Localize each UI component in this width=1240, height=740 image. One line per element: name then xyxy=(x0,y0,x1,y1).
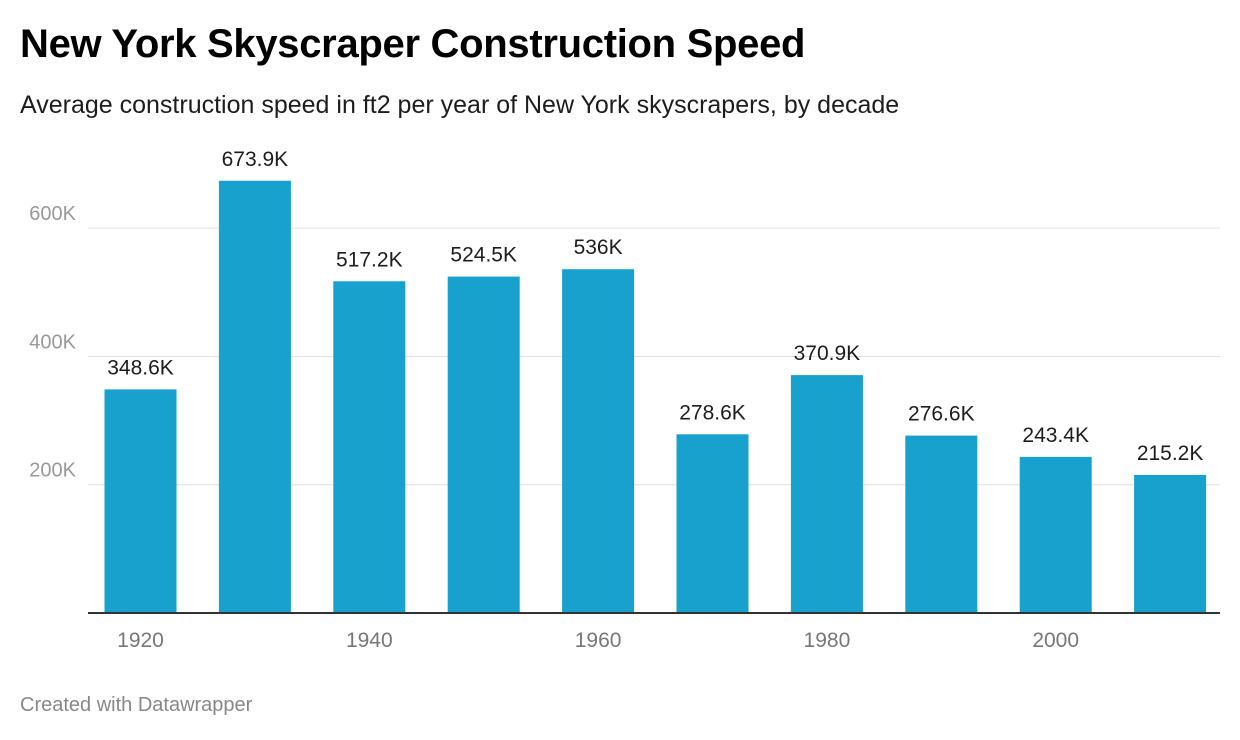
y-tick-label: 200K xyxy=(29,460,76,482)
value-label: 517.2K xyxy=(336,248,403,271)
value-label: 524.5K xyxy=(450,244,517,267)
value-label: 243.4K xyxy=(1022,424,1089,447)
value-labels: 348.6K 673.9K 517.2K 524.5K 536K 278.6K 370.9K… xyxy=(107,148,1203,465)
chart-title: New York Skyscraper Construction Speed xyxy=(20,22,806,66)
credit-footer: Created with Datawrapper xyxy=(20,694,253,716)
value-label: 673.9K xyxy=(222,148,289,171)
value-label: 215.2K xyxy=(1137,442,1204,465)
x-tick-label: 2000 xyxy=(1032,629,1079,652)
bar-1940 xyxy=(333,281,406,613)
bars xyxy=(104,180,1207,613)
bar-1950 xyxy=(447,276,520,613)
y-tick-label: 400K xyxy=(29,331,76,353)
bar-1920 xyxy=(104,389,177,613)
value-label: 536K xyxy=(574,236,623,259)
x-tick-label: 1920 xyxy=(117,629,164,652)
x-tick-label: 1960 xyxy=(575,629,622,652)
bar-1970 xyxy=(676,434,749,613)
x-axis-labels: 1920 1940 1960 1980 2000 xyxy=(117,629,1079,652)
chart-subtitle: Average construction speed in ft2 per ye… xyxy=(20,91,900,119)
x-tick-label: 1940 xyxy=(346,629,393,652)
y-axis-labels: 200K 400K 600K xyxy=(29,203,76,482)
bar-2010 xyxy=(1134,474,1207,613)
x-tick-label: 1980 xyxy=(804,629,851,652)
value-label: 370.9K xyxy=(794,342,861,365)
value-label: 348.6K xyxy=(107,356,174,379)
bar-2000 xyxy=(1019,456,1092,613)
bar-1990 xyxy=(905,435,978,613)
bar-1930 xyxy=(218,180,291,613)
bar-1960 xyxy=(562,269,635,613)
value-label: 276.6K xyxy=(908,403,975,426)
bar-1980 xyxy=(790,375,863,613)
value-label: 278.6K xyxy=(679,401,746,424)
y-tick-label: 600K xyxy=(29,203,76,225)
